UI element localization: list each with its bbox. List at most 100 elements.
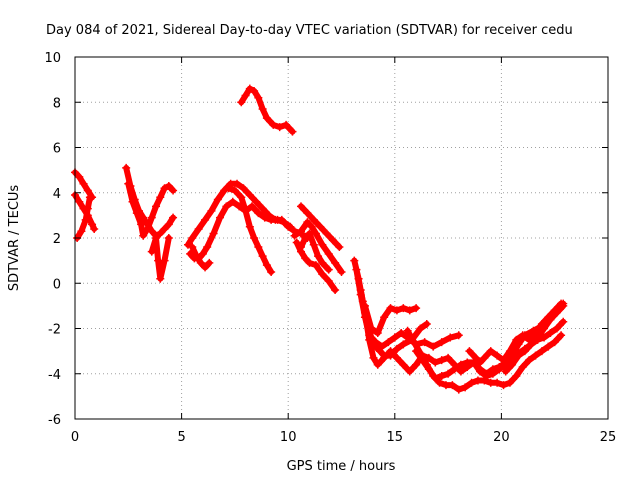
data-point [324,249,333,258]
data-point [301,254,310,263]
data-point [83,204,92,213]
data-point [309,240,318,249]
data-point [378,342,387,351]
data-point [508,360,517,369]
data-point [245,222,254,231]
data-point [486,347,495,356]
data-point [128,197,137,206]
data-point [309,215,318,224]
data-point [164,234,173,242]
series-track [225,185,275,275]
series-track [502,300,567,375]
data-point [139,231,148,240]
data-point [188,243,197,252]
data-point [245,191,254,200]
data-point [311,261,320,270]
data-point [373,329,382,338]
data-point [465,347,474,356]
data-point [512,372,521,381]
series-s9 [188,243,214,272]
data-point [169,213,178,222]
data-point [203,243,212,252]
data-point [254,93,263,102]
data-point [399,304,408,313]
data-point [540,324,549,333]
data-point [241,91,250,100]
data-point [269,120,278,129]
data-point [397,329,406,338]
y-tick-label: 0 [53,277,61,292]
data-point [537,347,546,356]
data-point [386,304,395,313]
data-point [288,127,297,136]
data-point [380,313,389,322]
data-point [147,213,156,222]
data-point [254,243,263,252]
data-point [520,347,529,356]
data-point [143,224,152,233]
data-point [493,351,502,360]
data-point [258,105,267,114]
data-point [420,338,429,347]
y-axis-label: SDTVAR / TECUs [7,185,22,292]
data-point [275,123,284,132]
data-point [318,240,327,249]
series-s14 [292,238,340,295]
data-point [209,229,218,238]
data-point [314,252,323,261]
data-point [448,381,457,390]
data-point [290,231,299,240]
data-point [194,224,203,233]
data-point [437,372,446,381]
data-point [258,204,267,213]
data-point [431,358,440,367]
data-point [296,243,305,252]
data-point [250,86,259,95]
data-point [296,202,305,211]
data-point [77,227,86,236]
data-point [454,331,463,340]
data-point [273,215,282,224]
data-point [505,347,514,356]
data-point [365,335,374,344]
data-point [169,186,178,195]
data-point [156,274,165,283]
series-s23 [501,299,568,376]
data-point [230,186,239,195]
data-point [544,342,553,351]
data-point [559,299,568,308]
data-point [188,234,197,242]
data-point [390,333,399,342]
y-tick-label: 4 [53,187,61,202]
data-point [480,376,489,385]
data-point [156,193,165,202]
data-point [328,236,337,245]
data-point [412,360,421,369]
y-tick-label: -4 [48,368,61,383]
data-point [83,186,92,195]
data-point [512,335,521,344]
data-point [324,276,333,285]
x-tick-label: 10 [280,430,297,445]
data-point [75,172,84,181]
data-point [201,215,210,224]
data-point [360,301,369,310]
data-point [237,193,246,202]
data-point [307,222,316,231]
x-tick-label: 0 [71,430,79,445]
data-point [75,197,84,206]
data-point [456,367,465,376]
data-point [518,331,527,340]
data-point [85,193,94,202]
data-point [493,378,502,387]
y-axis: -6 -4 -2 0 2 4 6 8 10 [44,51,608,428]
data-point [501,367,510,376]
data-point [392,344,401,353]
data-point [392,353,401,362]
data-point [305,258,314,267]
data-point [444,353,453,362]
data-point [533,333,542,342]
series-s8 [186,197,295,263]
x-axis-label: GPS time / hours [287,459,396,474]
